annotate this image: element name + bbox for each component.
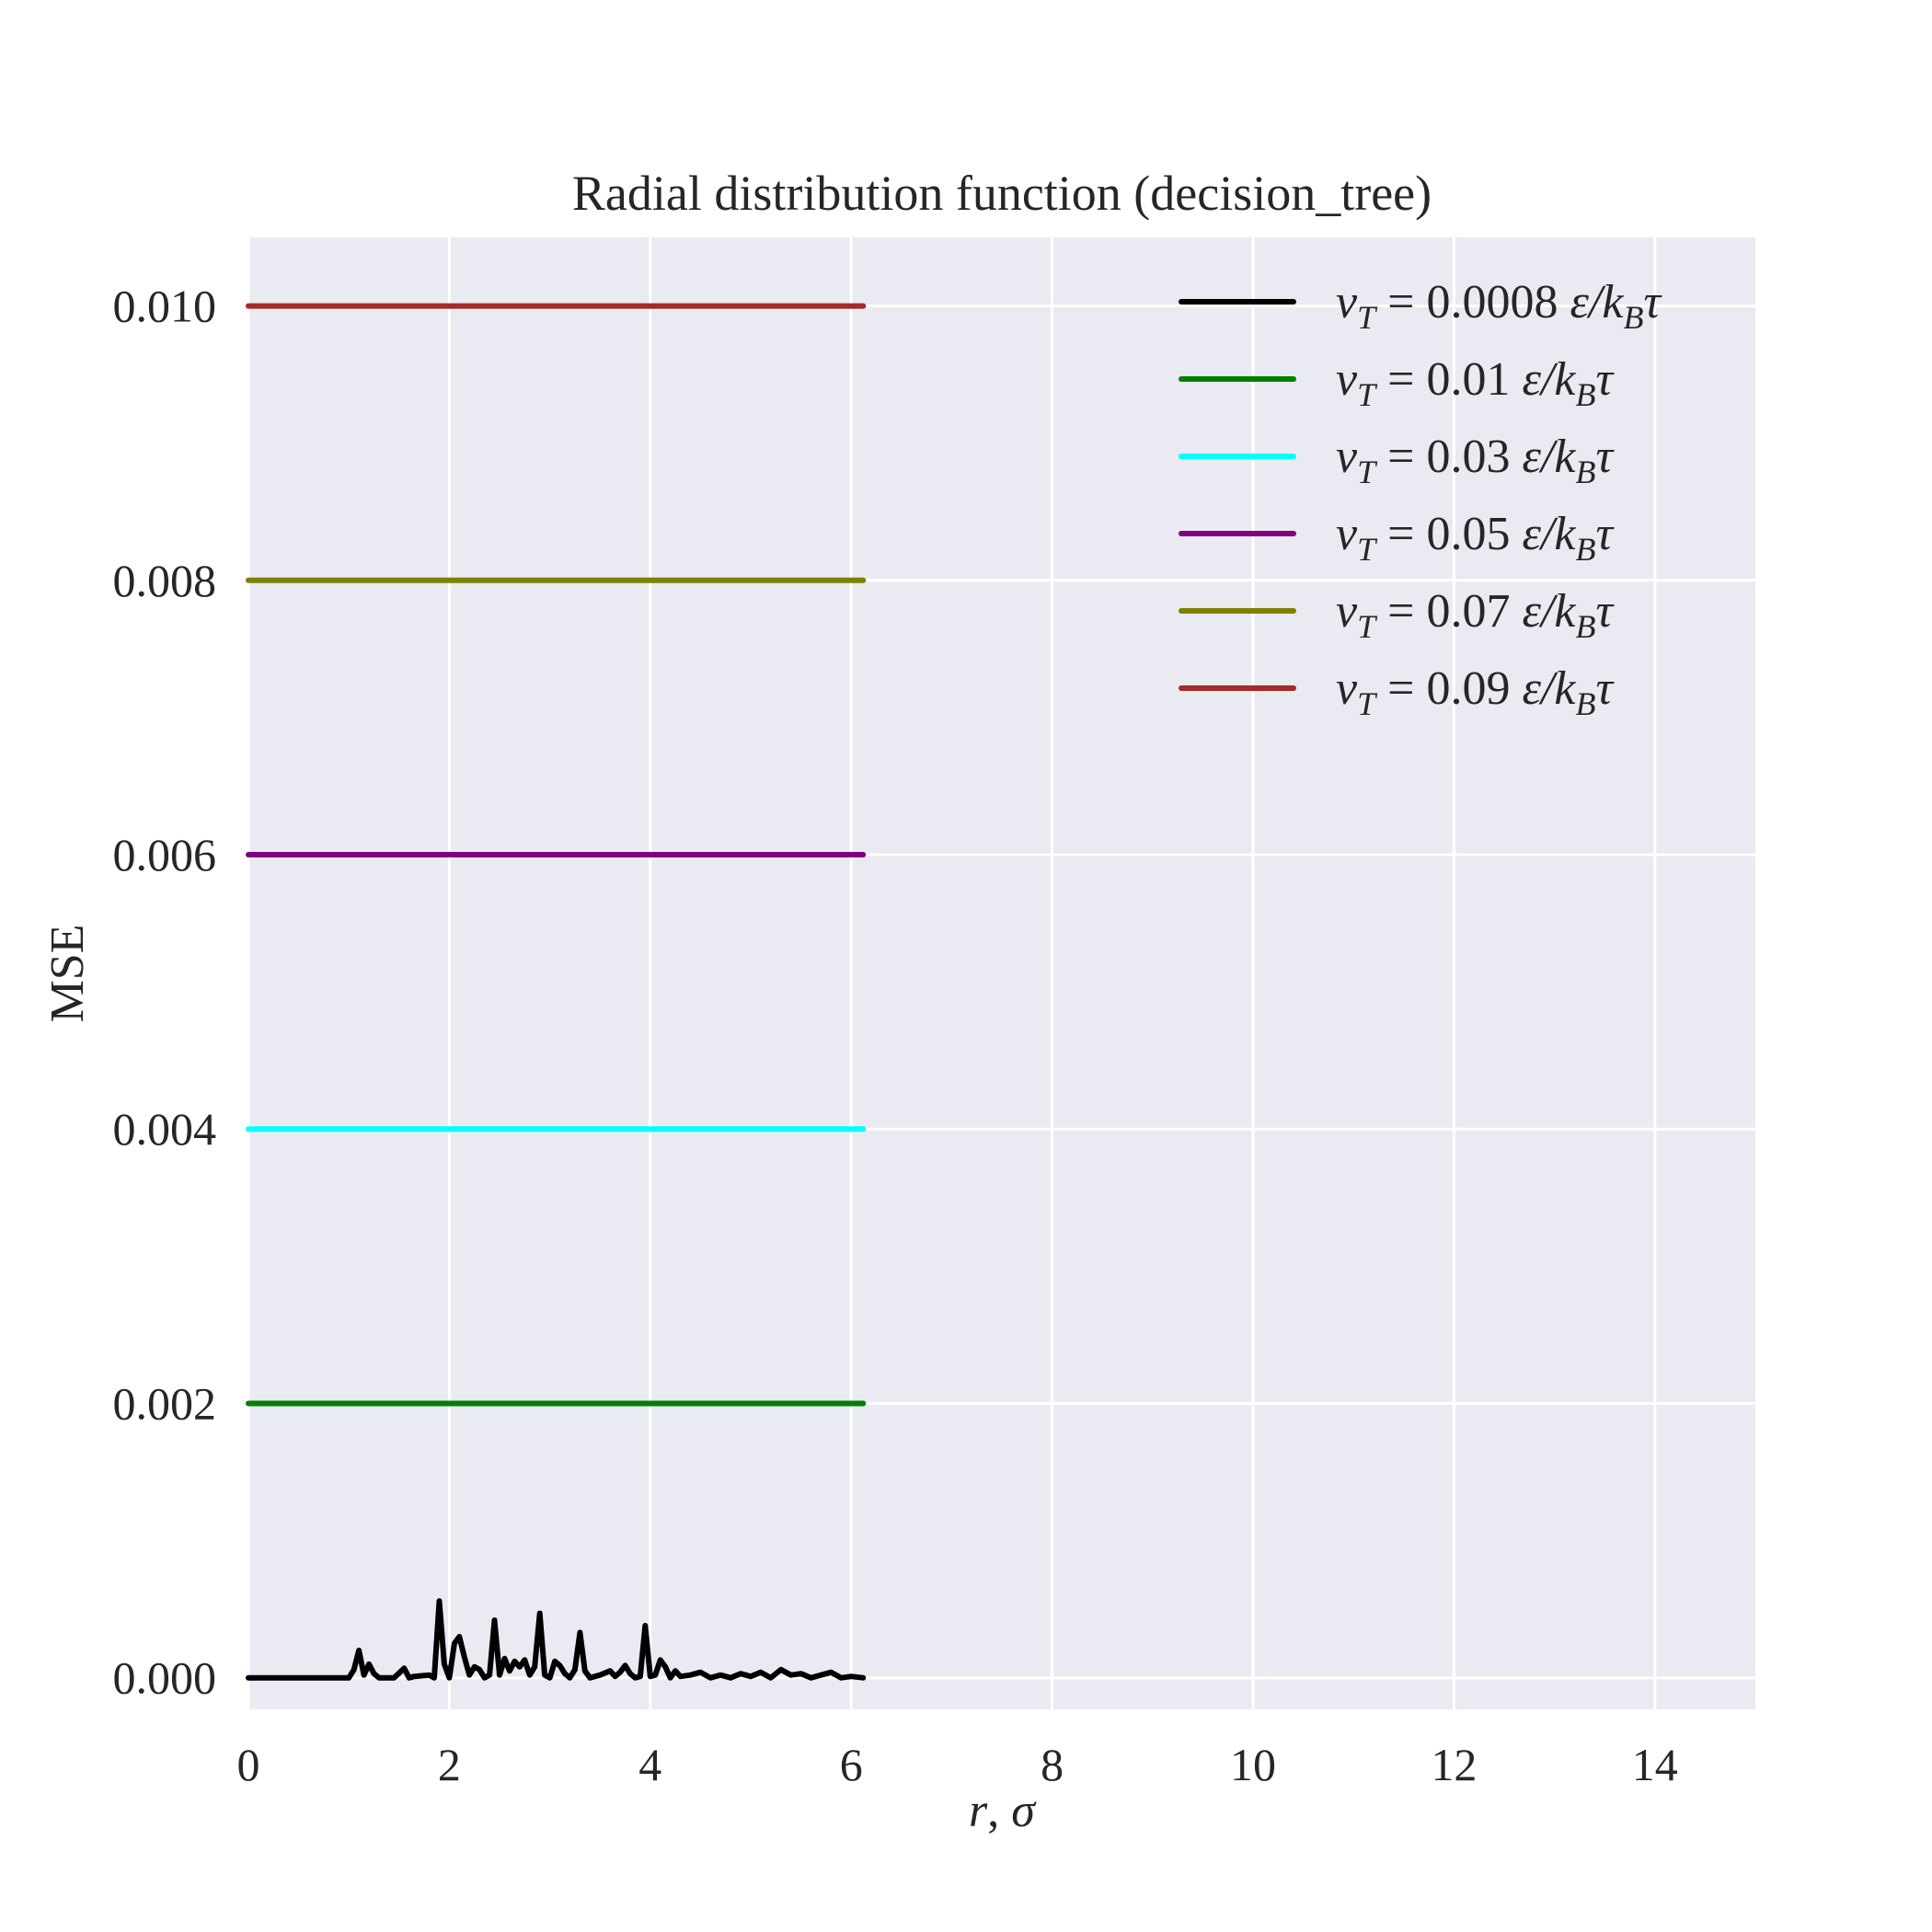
x-tick-label: 2 bbox=[438, 1739, 461, 1790]
y-tick-label: 0.010 bbox=[113, 281, 217, 332]
x-axis-unit: σ bbox=[1011, 1785, 1037, 1837]
series-line-0 bbox=[246, 1598, 867, 1681]
x-axis-var: r bbox=[969, 1785, 988, 1837]
x-tick-label: 0 bbox=[237, 1739, 260, 1790]
legend-label: vT = 0.03 ε/kBτ bbox=[1336, 431, 1615, 490]
x-axis-label: r, σ bbox=[969, 1785, 1037, 1837]
legend-item: vT = 0.01 ε/kBτ bbox=[1179, 353, 1615, 413]
y-axis-label: MSE bbox=[41, 925, 94, 1023]
chart-title: Radial distribution function (decision_t… bbox=[572, 166, 1432, 221]
x-axis-sep: , bbox=[987, 1785, 1011, 1837]
x-tick-labels: 0 2 4 6 8 10 12 14 bbox=[237, 1739, 1678, 1790]
legend-label: vT = 0.05 ε/kBτ bbox=[1336, 508, 1615, 568]
y-tick-label: 0.004 bbox=[113, 1103, 217, 1155]
y-tick-label: 0.000 bbox=[113, 1652, 217, 1704]
legend-label: vT = 0.07 ε/kBτ bbox=[1336, 585, 1615, 645]
x-tick-label: 12 bbox=[1431, 1739, 1477, 1790]
legend-label: vT = 0.0008 ε/kBτ bbox=[1336, 276, 1662, 336]
plot-background bbox=[248, 237, 1755, 1709]
legend-item: vT = 0.0008 ε/kBτ bbox=[1179, 276, 1662, 336]
series-layer bbox=[246, 303, 867, 1681]
y-tick-labels: 0.000 0.002 0.004 0.006 0.008 0.010 bbox=[113, 281, 217, 1704]
x-tick-label: 8 bbox=[1041, 1739, 1064, 1790]
y-tick-label: 0.008 bbox=[113, 555, 217, 606]
legend-label: vT = 0.09 ε/kBτ bbox=[1336, 662, 1615, 722]
x-tick-label: 4 bbox=[638, 1739, 661, 1790]
x-tick-label: 6 bbox=[840, 1739, 863, 1790]
legend-item: vT = 0.03 ε/kBτ bbox=[1179, 431, 1615, 490]
legend-item: vT = 0.07 ε/kBτ bbox=[1179, 585, 1615, 645]
x-tick-label: 10 bbox=[1230, 1739, 1276, 1790]
x-tick-label: 14 bbox=[1632, 1739, 1678, 1790]
y-tick-label: 0.006 bbox=[113, 829, 217, 880]
legend-item: vT = 0.05 ε/kBτ bbox=[1179, 508, 1615, 568]
y-tick-label: 0.002 bbox=[113, 1377, 217, 1429]
legend-item: vT = 0.09 ε/kBτ bbox=[1179, 662, 1615, 722]
grid bbox=[247, 237, 1755, 1709]
legend: vT = 0.0008 ε/kBτ vT = 0.01 ε/kBτ vT = 0.0… bbox=[1179, 276, 1662, 722]
legend-label: vT = 0.01 ε/kBτ bbox=[1336, 353, 1615, 413]
